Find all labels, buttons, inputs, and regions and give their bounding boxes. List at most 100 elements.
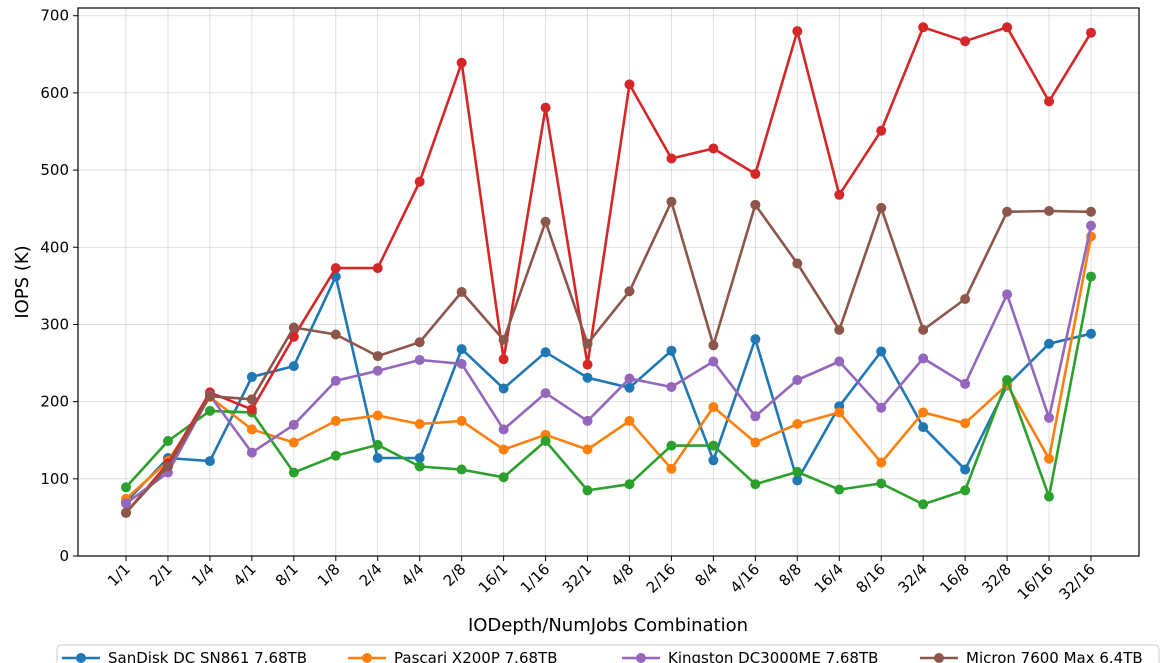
data-point xyxy=(288,361,299,372)
data-point xyxy=(540,216,551,227)
data-point xyxy=(666,153,677,164)
data-point xyxy=(540,102,551,113)
data-point xyxy=(624,79,635,90)
data-point xyxy=(121,482,131,493)
data-point xyxy=(288,437,299,448)
data-point xyxy=(540,388,551,399)
data-point xyxy=(834,407,845,418)
data-point xyxy=(960,378,971,389)
data-point xyxy=(666,345,677,356)
data-point xyxy=(834,356,845,367)
series-line xyxy=(124,25,1093,515)
data-point xyxy=(918,499,929,510)
data-point xyxy=(582,359,593,370)
data-point xyxy=(918,22,929,33)
data-point xyxy=(792,26,803,37)
data-point xyxy=(582,338,593,349)
data-point xyxy=(1086,271,1096,282)
data-point xyxy=(204,405,215,416)
y-tick-label: 300 xyxy=(40,315,69,333)
data-point xyxy=(876,125,887,136)
series-line xyxy=(124,275,1093,504)
data-point xyxy=(498,424,509,435)
legend-label: Micron 7600 Max 6.4TB xyxy=(966,649,1143,663)
data-point xyxy=(121,498,131,509)
data-point xyxy=(246,424,257,435)
data-point xyxy=(330,415,341,426)
data-point xyxy=(582,372,593,383)
series-line xyxy=(124,224,1093,505)
data-point xyxy=(582,415,593,426)
data-point xyxy=(372,263,383,274)
data-point xyxy=(960,36,971,47)
data-point xyxy=(624,479,635,490)
data-point xyxy=(288,322,299,333)
data-point xyxy=(246,404,257,415)
data-point xyxy=(876,402,887,413)
data-point xyxy=(750,411,761,422)
data-point xyxy=(666,196,677,207)
series-line xyxy=(124,235,1093,501)
data-point xyxy=(750,334,761,345)
data-point xyxy=(330,375,341,386)
data-point xyxy=(121,507,131,518)
data-point xyxy=(876,457,887,468)
data-point xyxy=(414,461,425,472)
data-point xyxy=(666,381,677,392)
data-point xyxy=(414,354,425,365)
data-point xyxy=(876,478,887,489)
data-point xyxy=(792,419,803,430)
data-point xyxy=(918,407,929,418)
y-tick-label: 100 xyxy=(40,470,69,488)
data-point xyxy=(1044,453,1055,464)
data-point xyxy=(162,435,173,446)
data-point xyxy=(960,418,971,429)
data-point xyxy=(540,435,551,446)
data-point xyxy=(414,452,425,463)
y-tick-label: 400 xyxy=(40,238,69,256)
data-point xyxy=(1002,22,1013,33)
data-point xyxy=(540,347,551,358)
data-point xyxy=(1086,328,1096,339)
data-point xyxy=(288,467,299,478)
data-point xyxy=(372,365,383,376)
data-point xyxy=(792,475,803,486)
data-point xyxy=(372,351,383,362)
legend-swatch-marker xyxy=(934,653,944,663)
y-tick-label: 700 xyxy=(40,7,69,25)
data-point xyxy=(456,57,467,68)
data-point xyxy=(1044,491,1055,502)
data-point xyxy=(624,373,635,384)
data-point xyxy=(708,455,719,466)
data-point xyxy=(162,461,173,472)
data-point xyxy=(246,447,257,458)
series-layer xyxy=(121,22,1096,518)
data-point xyxy=(582,444,593,455)
legend-swatch-marker xyxy=(76,653,86,663)
data-point xyxy=(246,371,257,382)
series-group xyxy=(121,196,1096,518)
data-point xyxy=(750,199,761,210)
plot-frame xyxy=(77,7,1140,557)
data-point xyxy=(1086,220,1096,231)
data-point xyxy=(792,258,803,269)
legend-label: Kingston DC3000ME 7.68TB xyxy=(668,649,878,663)
data-point xyxy=(708,340,719,351)
data-point xyxy=(498,334,509,345)
data-point xyxy=(960,464,971,475)
y-axis: 0 100 200 300 400 500 600 700 xyxy=(40,7,78,565)
data-point xyxy=(330,329,341,340)
data-point xyxy=(498,472,509,483)
data-point xyxy=(960,485,971,496)
y-tick-label: 200 xyxy=(40,393,69,411)
data-point xyxy=(708,402,719,413)
data-point xyxy=(666,463,677,474)
data-point xyxy=(414,176,425,187)
data-point xyxy=(708,356,719,367)
data-point xyxy=(330,450,341,461)
legend-label: SanDisk DC SN861 7.68TB xyxy=(108,649,307,663)
data-point xyxy=(750,437,761,448)
data-point xyxy=(372,452,383,463)
